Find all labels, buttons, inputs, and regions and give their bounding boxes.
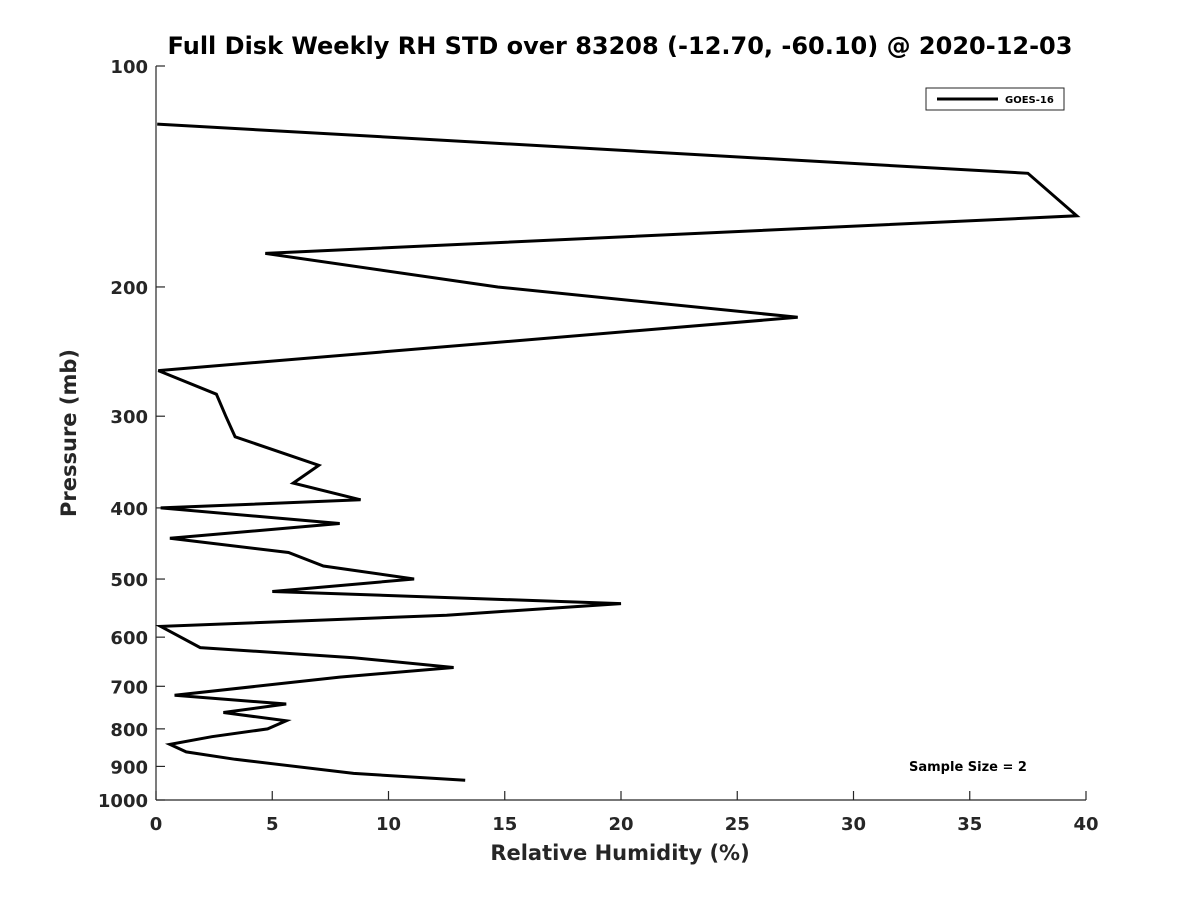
y-tick-label: 200 xyxy=(110,278,148,299)
y-tick-label: 700 xyxy=(110,677,148,698)
x-axis-label: Relative Humidity (%) xyxy=(490,841,749,865)
chart-title: Full Disk Weekly RH STD over 83208 (-12.… xyxy=(168,32,1073,60)
y-tick-label: 500 xyxy=(110,570,148,591)
x-tick-label: 25 xyxy=(725,814,750,835)
series-layer xyxy=(155,122,1081,782)
y-tick-label: 900 xyxy=(110,757,148,778)
y-tick-label: 100 xyxy=(110,57,148,78)
plot-area: 0 5 10 15 20 25 30 35 40 100 200 300 400 500 600 700 80… xyxy=(98,57,1099,835)
y-tick-label: 600 xyxy=(110,628,148,649)
x-axis-ticks: 0 5 10 15 20 25 30 35 40 xyxy=(150,791,1099,835)
legend: GOES-16 xyxy=(925,87,1065,111)
y-tick-label: 1000 xyxy=(98,791,148,812)
y-tick-label: 800 xyxy=(110,720,148,741)
sample-size-annotation: Sample Size = 2 xyxy=(909,760,1027,775)
legend-entry-goes-16: GOES-16 xyxy=(1005,95,1054,106)
x-tick-label: 35 xyxy=(957,814,982,835)
y-tick-label: 400 xyxy=(110,499,148,520)
y-axis-ticks: 100 200 300 400 500 600 700 800 900 1000 xyxy=(98,57,165,812)
x-tick-label: 0 xyxy=(150,814,163,835)
x-tick-label: 40 xyxy=(1073,814,1098,835)
series-line-goes-16 xyxy=(155,122,1081,782)
x-tick-label: 20 xyxy=(608,814,633,835)
x-tick-label: 30 xyxy=(841,814,866,835)
y-axis-label: Pressure (mb) xyxy=(57,349,81,517)
x-tick-label: 15 xyxy=(492,814,517,835)
x-tick-label: 10 xyxy=(376,814,401,835)
y-tick-label: 300 xyxy=(110,407,148,428)
x-tick-label: 5 xyxy=(266,814,279,835)
